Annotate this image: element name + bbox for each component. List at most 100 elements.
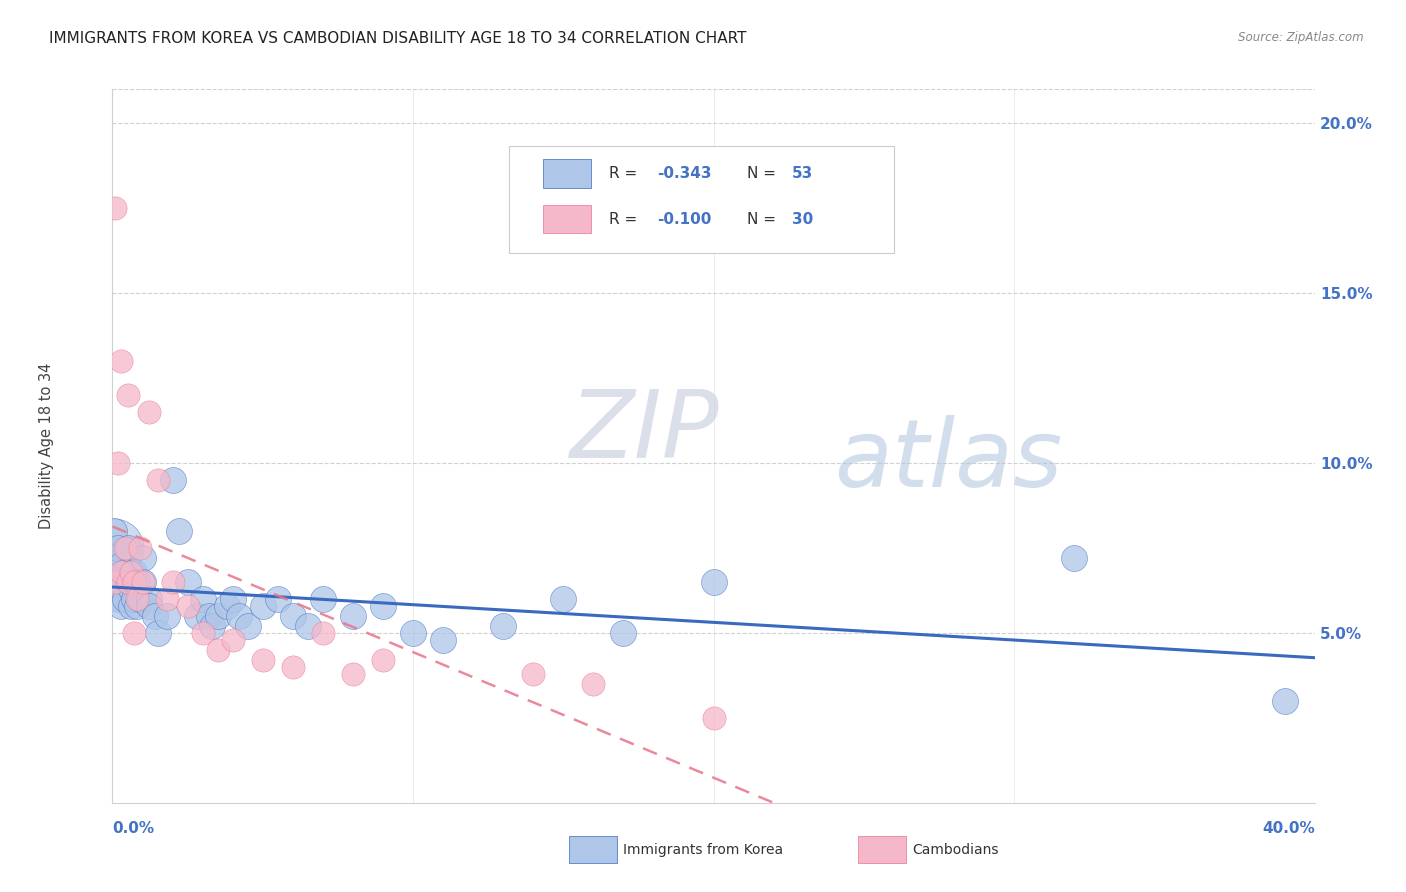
Point [131,551,153,566]
Point [110,599,132,613]
Point [114,565,136,579]
Text: 40.0%: 40.0% [1261,821,1315,836]
Point [191,626,214,640]
Point [702,711,725,725]
Point [582,677,605,691]
Text: Source: ZipAtlas.com: Source: ZipAtlas.com [1239,31,1364,45]
Point [252,653,274,667]
Point [117,574,139,589]
Point [125,591,148,606]
Point [155,591,177,606]
Point [122,591,145,606]
Point [122,626,145,640]
Point [228,608,250,623]
Point [1063,551,1085,566]
Point [176,599,198,613]
Point [110,558,132,572]
Point [201,619,224,633]
Point [104,201,127,215]
Point [120,599,142,613]
Point [131,574,153,589]
Point [342,666,364,681]
Text: R =: R = [609,166,643,181]
Point [103,524,125,538]
Point [114,591,136,606]
Point [281,608,304,623]
Point [146,626,169,640]
Point [432,632,454,647]
Point [110,354,132,368]
Point [281,660,304,674]
Text: 0.0%: 0.0% [112,821,155,836]
Text: IMMIGRANTS FROM KOREA VS CAMBODIAN DISABILITY AGE 18 TO 34 CORRELATION CHART: IMMIGRANTS FROM KOREA VS CAMBODIAN DISAB… [49,31,747,46]
Point [117,574,139,589]
Text: Immigrants from Korea: Immigrants from Korea [623,843,783,857]
Point [186,608,208,623]
Text: 53: 53 [792,166,813,181]
FancyBboxPatch shape [543,205,591,234]
Point [215,599,238,613]
Point [207,643,229,657]
Point [162,473,184,487]
Point [167,524,190,538]
Point [252,599,274,613]
Point [612,626,634,640]
Text: 30: 30 [792,211,813,227]
Text: ZIP: ZIP [569,386,718,477]
Point [1274,694,1296,708]
Text: Cambodians: Cambodians [912,843,998,857]
FancyBboxPatch shape [543,159,591,187]
Point [371,599,394,613]
Point [125,599,148,613]
Point [131,574,153,589]
Point [312,591,335,606]
Point [138,405,160,419]
FancyBboxPatch shape [509,146,894,253]
Point [371,653,394,667]
Text: -0.343: -0.343 [657,166,711,181]
Point [191,591,214,606]
Point [125,574,148,589]
Point [207,608,229,623]
Point [110,574,132,589]
FancyBboxPatch shape [569,837,617,863]
Point [553,591,575,606]
Point [120,582,142,596]
FancyBboxPatch shape [858,837,905,863]
Text: N =: N = [747,211,782,227]
Point [114,541,136,555]
Text: N =: N = [747,166,782,181]
Point [104,574,127,589]
Point [120,565,142,579]
Point [155,608,177,623]
Point [128,591,150,606]
Point [222,632,245,647]
Point [342,608,364,623]
Point [117,541,139,555]
Point [105,565,128,579]
Text: Disability Age 18 to 34: Disability Age 18 to 34 [39,363,53,529]
Text: R =: R = [609,211,643,227]
Text: -0.100: -0.100 [657,211,711,227]
Point [236,619,259,633]
Point [138,599,160,613]
Point [143,608,166,623]
Text: atlas: atlas [834,415,1062,506]
Point [162,574,184,589]
Point [176,574,198,589]
Point [103,541,125,555]
Point [107,456,129,470]
Point [402,626,425,640]
Point [146,473,169,487]
Point [107,541,129,555]
Point [138,591,160,606]
Point [312,626,335,640]
Point [297,619,319,633]
Point [107,591,129,606]
Point [110,565,132,579]
Point [197,608,219,623]
Point [122,565,145,579]
Point [702,574,725,589]
Point [222,591,245,606]
Point [128,541,150,555]
